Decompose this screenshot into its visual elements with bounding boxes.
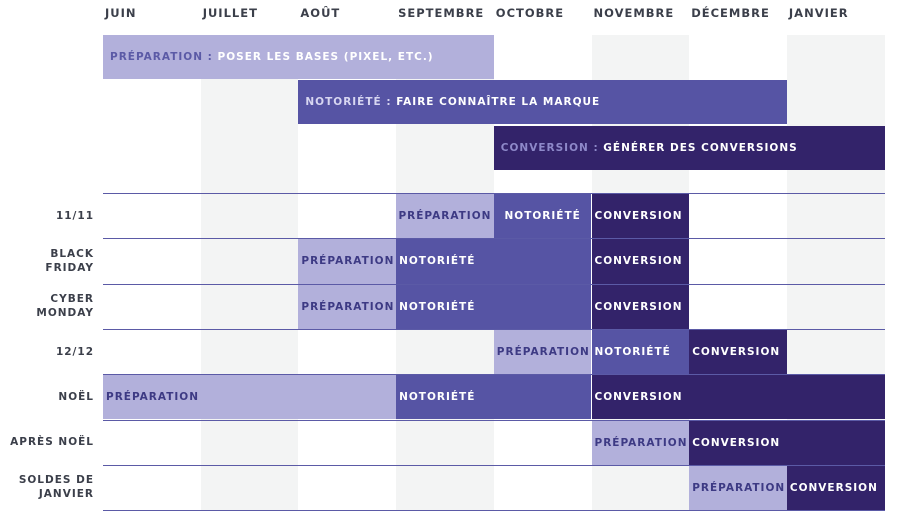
row-divider xyxy=(103,374,885,376)
month-header: JANVIER xyxy=(788,6,849,20)
row-divider xyxy=(103,283,885,285)
phase-segment-label: CONVERSION xyxy=(692,436,781,449)
overview-bar-text: PRÉPARATION : POSER LES BASES (PIXEL, ET… xyxy=(103,51,434,63)
phase-segment-preparation: PRÉPARATION xyxy=(298,284,397,329)
row-divider xyxy=(103,193,885,194)
month-stripe xyxy=(200,35,299,510)
row-divider xyxy=(103,464,885,466)
phase-segment-conversion: CONVERSION xyxy=(591,375,885,420)
overview-bar-preparation: PRÉPARATION : POSER LES BASES (PIXEL, ET… xyxy=(103,35,494,79)
phase-segment-preparation: PRÉPARATION xyxy=(689,465,787,511)
phase-segment-label: PRÉPARATION xyxy=(398,210,492,223)
month-header: JUILLET xyxy=(202,6,258,20)
row-divider xyxy=(103,238,885,240)
phase-segment-label: CONVERSION xyxy=(789,481,878,494)
row-divider xyxy=(103,419,885,421)
month-header: DÉCEMBRE xyxy=(691,6,770,20)
phase-segment-label: PRÉPARATION xyxy=(496,346,590,359)
phase-segment-label: PRÉPARATION xyxy=(301,255,395,268)
phase-segment-preparation: PRÉPARATION xyxy=(103,375,397,420)
event-label-line: BLACK xyxy=(50,247,94,260)
phase-segment-notoriete: NOTORIÉTÉ xyxy=(396,239,592,284)
phase-segment-conversion: CONVERSION xyxy=(689,329,787,375)
phase-segment-preparation: PRÉPARATION xyxy=(493,329,592,375)
phase-segment-label: NOTORIÉTÉ xyxy=(504,210,581,223)
event-label-line: 12/12 xyxy=(55,345,94,358)
month-header: JUIN xyxy=(105,6,137,20)
phase-segment-notoriete: NOTORIÉTÉ xyxy=(396,284,592,329)
phase-segment-conversion: CONVERSION xyxy=(786,465,885,511)
row-divider xyxy=(103,328,885,330)
overview-bar-text: CONVERSION : GÉNÉRER DES CONVERSIONS xyxy=(494,142,798,154)
overview-phase-name: PRÉPARATION : xyxy=(110,51,213,63)
phase-segment-label: PRÉPARATION xyxy=(301,300,395,313)
event-label: CYBER MONDAY xyxy=(36,292,94,320)
event-label-line: MONDAY xyxy=(36,307,94,320)
phase-segment-label: CONVERSION xyxy=(594,255,683,268)
phase-segment-preparation: PRÉPARATION xyxy=(591,420,690,465)
event-label: 12/12 xyxy=(56,345,94,359)
phase-segment-label: CONVERSION xyxy=(594,300,683,313)
month-header: OCTOBRE xyxy=(495,6,565,20)
phase-segment-label: PRÉPARATION xyxy=(594,436,688,449)
event-label: BLACK FRIDAY xyxy=(45,247,94,275)
event-label-line: SOLDES DE xyxy=(18,474,94,487)
phase-segment-preparation: PRÉPARATION xyxy=(396,194,494,239)
phase-segment-notoriete: NOTORIÉTÉ xyxy=(493,194,592,239)
event-label-line: APRÈS NOËL xyxy=(10,436,94,449)
event-label: 11/11 xyxy=(56,209,94,223)
phase-segment-label: PRÉPARATION xyxy=(692,481,786,494)
phase-segment-notoriete: NOTORIÉTÉ xyxy=(591,329,690,375)
phase-segment-label: CONVERSION xyxy=(594,210,683,223)
overview-phase-goal: FAIRE CONNAÎTRE LA MARQUE xyxy=(396,96,601,108)
row-divider xyxy=(103,510,885,512)
phase-segment-preparation: PRÉPARATION xyxy=(298,239,397,284)
overview-bar-conversion: CONVERSION : GÉNÉRER DES CONVERSIONS xyxy=(493,126,885,170)
month-header: AOÛT xyxy=(300,6,341,20)
event-label: NOËL xyxy=(58,390,94,404)
phase-segment-label: PRÉPARATION xyxy=(106,391,199,404)
overview-phase-goal: POSER LES BASES (PIXEL, ETC.) xyxy=(217,51,434,63)
event-label: APRÈS NOËL xyxy=(10,435,94,449)
event-label-line: FRIDAY xyxy=(45,261,94,274)
event-label: SOLDES DE JANVIER xyxy=(19,473,94,501)
phase-segment-conversion: CONVERSION xyxy=(591,284,690,329)
overview-phase-goal: GÉNÉRER DES CONVERSIONS xyxy=(603,142,798,154)
event-label-line: 11/11 xyxy=(55,209,94,222)
event-label-line: JANVIER xyxy=(38,488,94,501)
phase-segment-conversion: CONVERSION xyxy=(591,194,690,239)
overview-phase-name: CONVERSION : xyxy=(500,142,599,154)
phase-segment-label: CONVERSION xyxy=(692,346,781,359)
phase-segment-notoriete: NOTORIÉTÉ xyxy=(396,375,592,420)
month-header: NOVEMBRE xyxy=(593,6,675,20)
phase-segment-conversion: CONVERSION xyxy=(689,420,885,465)
phase-segment-label: NOTORIÉTÉ xyxy=(399,300,476,313)
phase-segment-label: NOTORIÉTÉ xyxy=(594,346,671,359)
overview-bar-notoriete: NOTORIÉTÉ : FAIRE CONNAÎTRE LA MARQUE xyxy=(298,80,787,124)
event-label-line: CYBER xyxy=(50,293,94,306)
overview-phase-name: NOTORIÉTÉ : xyxy=(305,96,392,108)
phase-segment-conversion: CONVERSION xyxy=(591,239,690,284)
phase-segment-label: NOTORIÉTÉ xyxy=(399,391,476,404)
event-label-line: NOËL xyxy=(58,390,94,403)
phase-segment-label: CONVERSION xyxy=(594,391,683,404)
phase-segment-label: NOTORIÉTÉ xyxy=(399,255,476,268)
month-header: SEPTEMBRE xyxy=(398,6,485,20)
overview-bar-text: NOTORIÉTÉ : FAIRE CONNAÎTRE LA MARQUE xyxy=(298,96,600,108)
